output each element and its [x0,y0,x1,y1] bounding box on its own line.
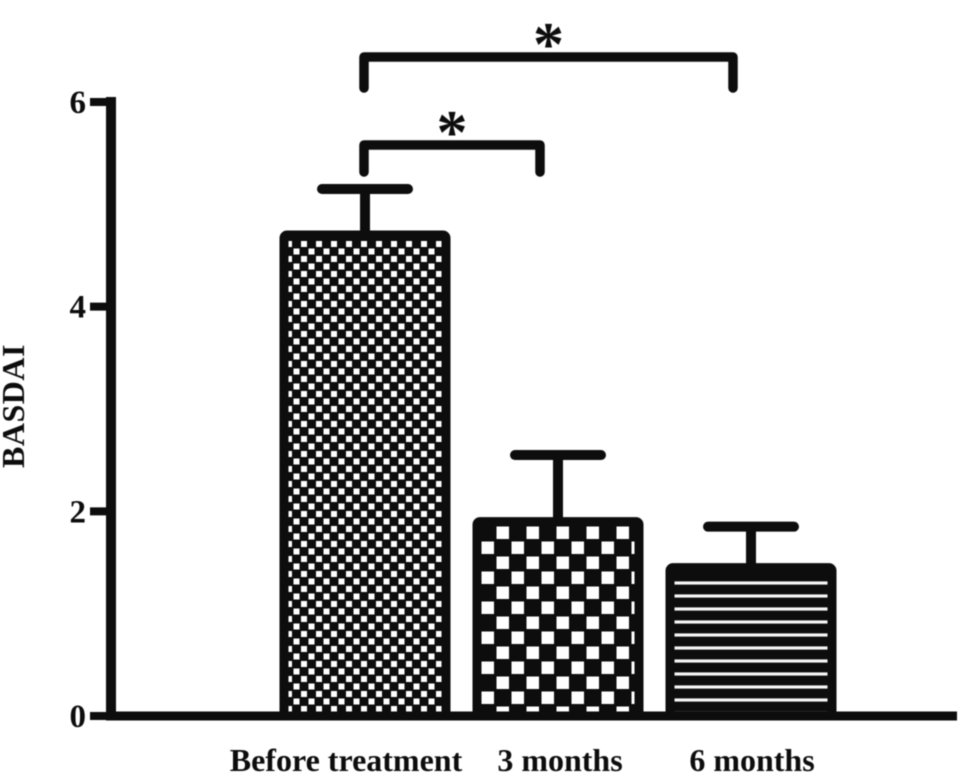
x-category-label-before-treatment: Before treatment [230,742,463,778]
x-category-label-3-months: 3 months [497,742,622,778]
significance-bracket-before-treatment-3-months [359,140,545,177]
significance-asterisk: * [437,99,468,167]
y-tick-label: 0 [70,699,87,735]
significance-asterisk: * [533,11,564,79]
bar-before-treatment [279,230,451,721]
significance-bracket-before-treatment-6-months [359,52,738,93]
y-tick-label: 6 [70,85,87,121]
bar-6-months [665,563,837,721]
y-axis-title: BASDAI [0,344,31,468]
y-tick-label: 4 [70,290,87,326]
y-tick-label: 2 [70,494,87,530]
x-category-label-6-months: 6 months [689,742,814,778]
bar-3-months [472,517,644,721]
